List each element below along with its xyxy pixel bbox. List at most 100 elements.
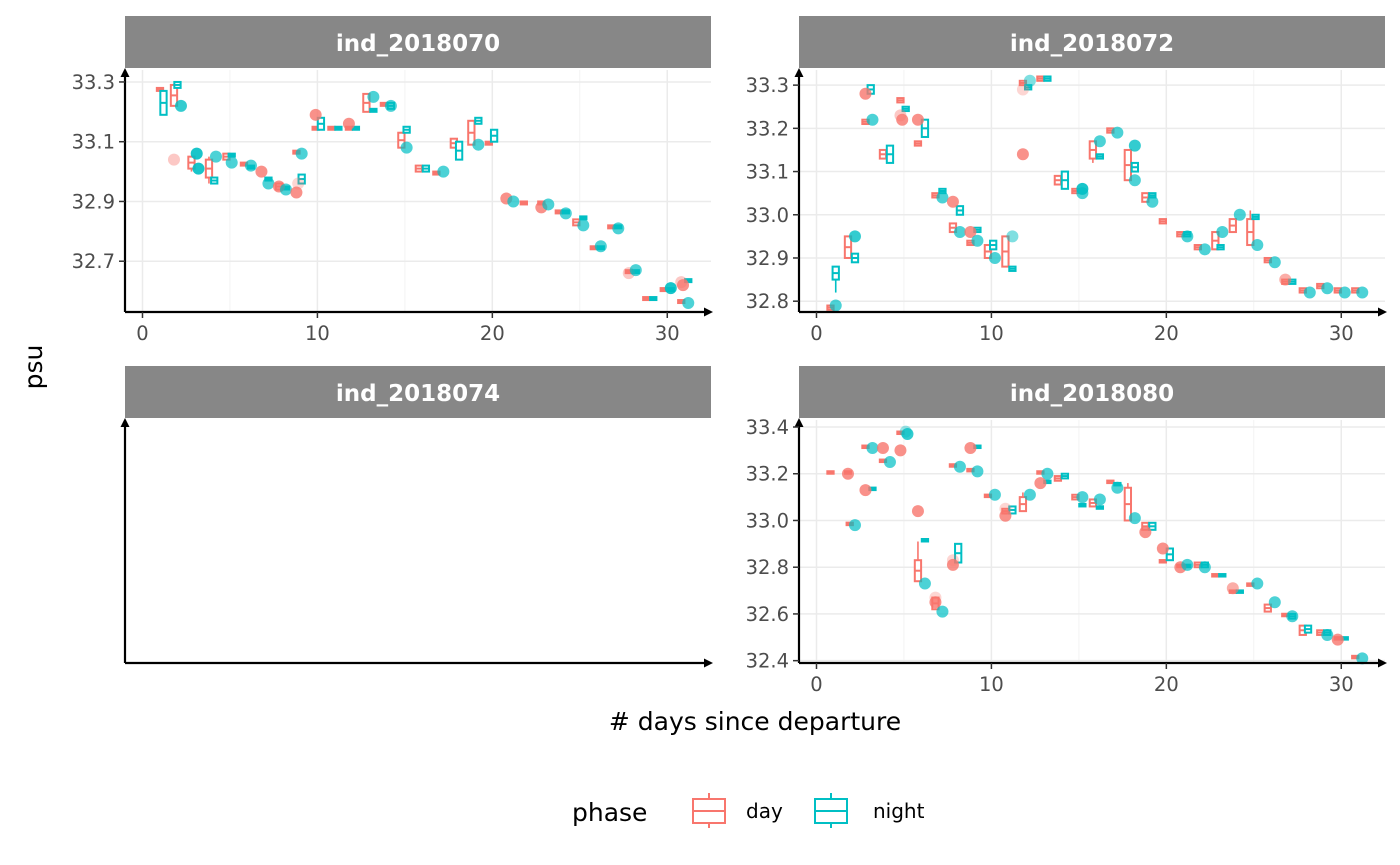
point-day	[999, 502, 1012, 515]
point-day	[255, 165, 268, 178]
box-night	[850, 252, 860, 264]
box-night	[1148, 521, 1157, 531]
box-day	[913, 541, 923, 583]
box-night	[1078, 502, 1087, 508]
point-day	[1331, 633, 1344, 646]
box-day	[1001, 235, 1010, 268]
y-tick-label: 32.4	[746, 650, 789, 673]
point-night	[1216, 226, 1229, 239]
point-night	[1111, 481, 1124, 494]
point-night	[1023, 74, 1036, 87]
legend-keys: day night	[692, 793, 925, 828]
point-night	[190, 147, 203, 160]
box-night	[369, 107, 378, 113]
point-day	[309, 108, 322, 121]
point-day	[964, 226, 977, 239]
legend-label: day	[746, 799, 783, 823]
point-night	[1076, 182, 1089, 195]
box-night	[1251, 213, 1260, 221]
box-night	[989, 239, 998, 251]
point-night	[594, 240, 607, 253]
point-night	[901, 428, 914, 441]
point-night	[664, 282, 677, 295]
box-day	[467, 119, 476, 146]
x-axis-arrow	[1378, 307, 1387, 317]
legend-key-day: day	[692, 793, 783, 828]
point-night	[507, 195, 520, 208]
y-tick-label: 32.9	[746, 247, 789, 270]
x-axis-title: # days since departure	[609, 707, 901, 736]
x-tick-label: 0	[810, 673, 822, 696]
box-day	[1088, 140, 1098, 163]
box-night	[901, 105, 910, 113]
box-day	[414, 164, 424, 173]
point-night	[971, 465, 984, 478]
box-night	[579, 215, 588, 221]
x-tick-label: 20	[1154, 673, 1179, 696]
box-night	[955, 205, 965, 216]
y-axis-title: psu	[19, 345, 48, 390]
box-night	[297, 173, 306, 185]
panel-axes: 0 10 20 30 32.8 32.9 33.0 33.1 33.2 33.3	[746, 68, 1387, 345]
point-night	[1128, 174, 1141, 187]
box-day	[1263, 603, 1272, 613]
box-night	[1218, 573, 1227, 578]
box-day	[362, 92, 371, 113]
panel-ind_2018070: ind_2018070 0 10 20 30 32.7 32.9 33.1 33.3	[72, 16, 713, 345]
point-night	[848, 519, 861, 532]
point-day	[841, 467, 854, 480]
box-day	[519, 200, 528, 206]
point-night	[866, 442, 879, 455]
panel-title: ind_2018072	[1010, 31, 1174, 57]
point-night	[559, 207, 572, 220]
point-day	[911, 113, 924, 126]
legend-key-night: night	[814, 793, 925, 828]
box-day	[826, 470, 835, 475]
point-day	[677, 279, 690, 292]
point-day	[859, 87, 872, 100]
box-day	[983, 244, 993, 259]
point-day	[1156, 542, 1169, 555]
point-night	[1128, 139, 1141, 152]
box-night	[1303, 624, 1313, 634]
panel-axes: 0 10 20 30 32.7 32.9 33.1 33.3	[72, 68, 713, 345]
point-night	[971, 234, 984, 247]
x-tick-label: 0	[136, 322, 148, 345]
point-night	[1006, 230, 1019, 243]
point-day	[946, 554, 959, 567]
panel-axes: 0 10 20 30 32.4 32.6 32.8 33.0 33.2 33.4	[746, 416, 1387, 696]
point-night	[174, 99, 187, 112]
point-day	[929, 591, 942, 604]
x-tick-label: 0	[810, 322, 822, 345]
point-day	[999, 509, 1012, 522]
point-day	[859, 484, 872, 497]
box-night	[489, 128, 499, 143]
box-night	[1216, 244, 1225, 251]
box-night	[973, 226, 982, 234]
point-day	[929, 596, 942, 609]
point-night	[1251, 239, 1264, 252]
point-day	[1226, 582, 1239, 595]
panel-ind_2018074: ind_2018074	[120, 366, 713, 668]
y-axis-arrow	[120, 418, 130, 427]
box-night	[421, 164, 431, 173]
point-night	[988, 488, 1001, 501]
panel-strip	[799, 366, 1385, 418]
box-day	[327, 125, 336, 131]
point-day	[946, 195, 959, 208]
panel-title: ind_2018070	[336, 31, 500, 57]
y-tick-label: 33.3	[72, 71, 115, 94]
panel-title: ind_2018074	[336, 381, 500, 407]
point-night	[1338, 286, 1351, 299]
x-tick-label: 20	[480, 322, 505, 345]
panel-ind_2018080: ind_2018080 0 10 20 30 32.4 32.6 32.8 33.0 33.2 33…	[746, 366, 1387, 696]
panel-axes	[120, 418, 713, 668]
point-day	[896, 113, 909, 126]
panel-strip	[125, 16, 711, 68]
x-tick-label: 30	[655, 322, 680, 345]
box-night	[351, 125, 361, 131]
box-day	[1211, 231, 1220, 251]
x-axis-arrow	[704, 307, 713, 317]
point-night	[1268, 256, 1281, 269]
